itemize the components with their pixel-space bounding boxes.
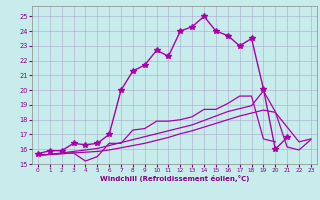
X-axis label: Windchill (Refroidissement éolien,°C): Windchill (Refroidissement éolien,°C) <box>100 175 249 182</box>
